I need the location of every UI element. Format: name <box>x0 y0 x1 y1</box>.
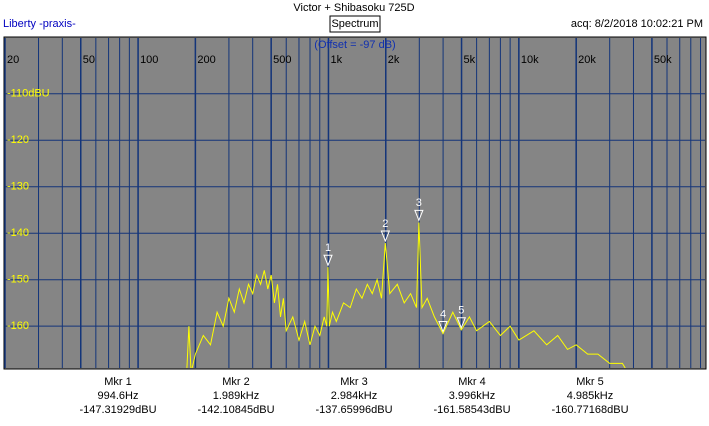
spectrum-button-label[interactable]: Spectrum <box>331 18 378 30</box>
x-tick-label: 200 <box>197 54 215 66</box>
marker-name: Mkr 4 <box>458 376 486 388</box>
marker-freq: 1.989kHz <box>213 390 259 402</box>
marker-level: -142.10845dBU <box>197 404 274 416</box>
marker-triangle <box>414 209 424 222</box>
marker-triangle <box>323 254 333 267</box>
marker-id: 4 <box>440 308 446 320</box>
x-tick-label: 10k <box>521 54 539 66</box>
offset-label: (Offset = -97 dB) <box>314 39 395 51</box>
y-tick-label: -110dBU <box>7 88 50 100</box>
y-tick-label: -160 <box>7 320 29 332</box>
marker-freq: 4.985kHz <box>567 390 613 402</box>
x-tick-label: 100 <box>140 54 158 66</box>
marker-triangle <box>380 230 391 243</box>
x-tick-label: 5k <box>464 54 476 66</box>
marker-name: Mkr 1 <box>104 376 132 388</box>
x-tick-label: 50 <box>83 54 95 66</box>
marker-id: 5 <box>458 305 464 317</box>
x-tick-label: 500 <box>273 54 291 66</box>
marker-id: 1 <box>325 242 331 254</box>
y-tick-label: -130 <box>7 181 29 193</box>
marker-triangle <box>456 317 467 330</box>
marker-level: -147.31929dBU <box>79 404 156 416</box>
plot-area <box>3 36 707 370</box>
source-label: Liberty -praxis- <box>3 18 76 30</box>
marker-id: 2 <box>382 218 388 230</box>
spectrum-trace <box>186 222 626 368</box>
marker-id: 3 <box>416 197 422 209</box>
x-tick-label: 20k <box>578 54 596 66</box>
y-tick-label: -150 <box>7 274 29 286</box>
x-tick-label: 50k <box>654 54 672 66</box>
marker-name: Mkr 3 <box>340 376 368 388</box>
x-tick-label: 1k <box>330 54 342 66</box>
y-tick-label: -120 <box>7 134 29 146</box>
marker-level: -160.77168dBU <box>551 404 628 416</box>
marker-level: -161.58543dBU <box>433 404 510 416</box>
marker-freq: 3.996kHz <box>449 390 495 402</box>
marker-name: Mkr 5 <box>576 376 604 388</box>
marker-freq: 2.984kHz <box>331 390 377 402</box>
acq-time: acq: 8/2/2018 10:02:21 PM <box>571 18 703 30</box>
spectrum-button[interactable] <box>329 15 381 33</box>
marker-triangle <box>438 321 448 333</box>
marker-freq: 994.6Hz <box>98 390 139 402</box>
x-tick-label: 2k <box>388 54 400 66</box>
app-title: Victor + Shibasoku 725D <box>293 2 414 14</box>
y-tick-label: -140 <box>7 227 29 239</box>
marker-name: Mkr 2 <box>222 376 250 388</box>
x-tick-label: 20 <box>7 54 19 66</box>
marker-level: -137.65996dBU <box>315 404 392 416</box>
